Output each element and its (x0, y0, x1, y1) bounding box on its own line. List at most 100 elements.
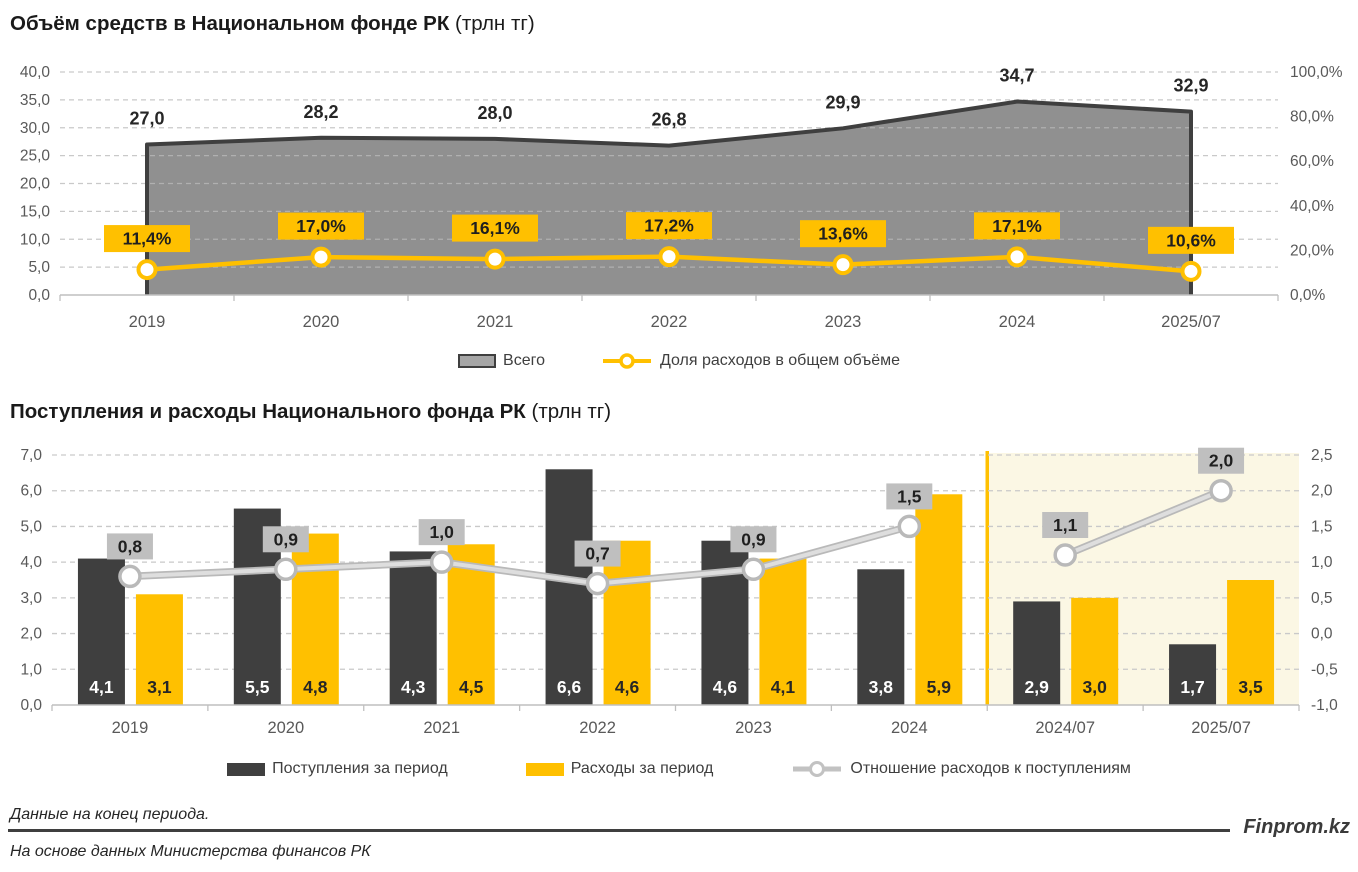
share-label-box (626, 212, 712, 240)
chart2-title-text: Поступления и расходы Национального фонд… (10, 400, 526, 423)
yellow-bar-swatch-icon (525, 762, 564, 776)
ratio-marker (274, 557, 298, 582)
ratio-marker (1209, 478, 1233, 503)
outflow-bar (759, 558, 807, 705)
ratio-marker (741, 557, 766, 582)
total-value-label: 32,9 (1173, 76, 1208, 96)
share-marker (1006, 246, 1028, 268)
total-value-label: 34,7 (999, 66, 1034, 86)
ratio-label-box (262, 526, 309, 553)
share-marker (484, 248, 506, 270)
left-axis-tick-label: 30,0 (20, 120, 51, 137)
ratio-line-highlight (1063, 488, 1224, 557)
share-label: 17,0% (296, 216, 346, 236)
right-axis-tick-label: 20,0% (1290, 242, 1334, 259)
outflow-bar (1071, 597, 1119, 705)
ratio-label: 1,5 (897, 486, 922, 506)
category-label: 2023 (825, 313, 862, 331)
chart1-title-text: Объём средств в Национальном фонде РК (10, 12, 450, 35)
ratio-label-box (418, 519, 465, 546)
footer-note-top: Данные на конец периода. (10, 806, 210, 823)
ratio-label: 2,0 (1209, 451, 1234, 471)
outflow-bar (603, 540, 651, 705)
inflow-value-label: 6,6 (557, 677, 582, 697)
ratio-label: 0,7 (585, 544, 609, 564)
legend-label-ratio: Отношение расходов к поступлениям (850, 760, 1131, 777)
inflow-bar (857, 569, 905, 705)
right-axis-tick-label: 2,5 (1311, 447, 1333, 464)
share-label-box (974, 212, 1060, 240)
share-label: 10,6% (1166, 230, 1216, 250)
right-axis-tick-label: -0,5 (1311, 661, 1338, 678)
fund-volume-chart: 40,0 35,0 30,0 25,0 20,0 15,0 10,0 5,0 0,0 100,0%… (20, 64, 1343, 331)
total-value-label: 26,8 (651, 110, 686, 130)
right-axis-tick-label: 1,0 (1311, 554, 1333, 571)
left-axis-tick-label: 20,0 (20, 176, 51, 193)
outflow-bar (291, 533, 339, 705)
ratio-label-box (1042, 512, 1089, 538)
right-axis-tick-label: 2,0 (1311, 483, 1333, 500)
outflow-value-label: 4,6 (615, 677, 640, 697)
right-axis-tick-label: 0,0 (1311, 626, 1333, 643)
total-value-label: 29,9 (825, 92, 860, 112)
total-value-label: 27,0 (129, 108, 164, 128)
chart1-title-unit: (трлн тг) (449, 12, 535, 35)
ratio-label-box (106, 533, 153, 560)
footer-divider (8, 829, 1230, 832)
legend-label-inflow: Поступления за период (272, 760, 448, 777)
inflow-bar (1169, 644, 1217, 705)
gray-line-swatch-icon (793, 761, 842, 777)
outflow-value-label: 3,5 (1238, 677, 1263, 697)
share-label: 13,6% (818, 224, 868, 244)
category-label: 2021 (423, 719, 460, 737)
inflow-value-label: 4,3 (401, 677, 426, 697)
area-swatch-icon (458, 354, 497, 368)
outflow-value-label: 3,1 (147, 677, 172, 697)
right-axis-tick-label: 60,0% (1290, 153, 1334, 170)
left-axis-tick-label: 3,0 (20, 590, 42, 607)
chart1-title: Объём средств в Национальном фонде РК (т… (10, 12, 535, 36)
chart2-title-unit: (трлн тг) (525, 400, 612, 423)
outflow-value-label: 5,9 (927, 677, 952, 697)
right-axis-tick-label: 0,0% (1290, 287, 1326, 304)
share-marker (658, 246, 680, 268)
ratio-label-box (574, 540, 621, 567)
brand-logo: Finprom.kz (1243, 816, 1350, 838)
right-axis-tick-label: 100,0% (1290, 64, 1343, 81)
total-value-label: 28,0 (477, 103, 512, 123)
left-axis-tick-label: 5,0 (20, 518, 42, 535)
category-label: 2020 (303, 313, 340, 331)
ratio-label-box (886, 483, 933, 510)
right-axis-tick-label: 40,0% (1290, 198, 1334, 215)
share-label: 16,1% (470, 218, 520, 238)
right-axis-tick-label: -1,0 (1311, 697, 1338, 714)
left-axis-tick-label: 0,0 (28, 287, 50, 304)
share-label-box (104, 225, 190, 253)
ratio-marker (1053, 543, 1077, 567)
share-label: 17,2% (644, 216, 694, 236)
inflow-value-label: 3,8 (869, 677, 894, 697)
left-axis-tick-label: 10,0 (20, 231, 51, 248)
ratio-label: 1,0 (430, 522, 455, 542)
legend-item-inflow: Поступления за период (227, 760, 448, 778)
left-axis-tick-label: 5,0 (28, 259, 50, 276)
inflow-value-label: 1,7 (1180, 677, 1204, 697)
share-marker (136, 259, 158, 281)
share-label: 17,1% (992, 216, 1042, 236)
ratio-line-highlight (127, 524, 912, 586)
category-label: 2020 (267, 719, 304, 737)
left-axis-tick-label: 0,0 (20, 697, 42, 714)
footer-note-bottom: На основе данных Министерства финансов Р… (10, 843, 371, 860)
yellow-line-swatch-icon (602, 353, 651, 369)
legend-label-share: Доля расходов в общем объёме (659, 352, 900, 369)
total-value-label: 28,2 (303, 102, 338, 122)
outflow-bar (135, 594, 183, 705)
inflow-outflow-chart: 7,0 2,5 6,0 2,0 5,0 1,5 4,0 1,0 3,0 0,5 2,0 0,0 1,0 -… (20, 447, 1338, 737)
inflow-bar (545, 469, 593, 705)
inflow-bar (1013, 601, 1061, 705)
inflow-value-label: 2,9 (1025, 677, 1050, 697)
share-label-box (800, 220, 886, 248)
outflow-value-label: 4,5 (459, 677, 484, 697)
category-label: 2024 (999, 313, 1036, 331)
